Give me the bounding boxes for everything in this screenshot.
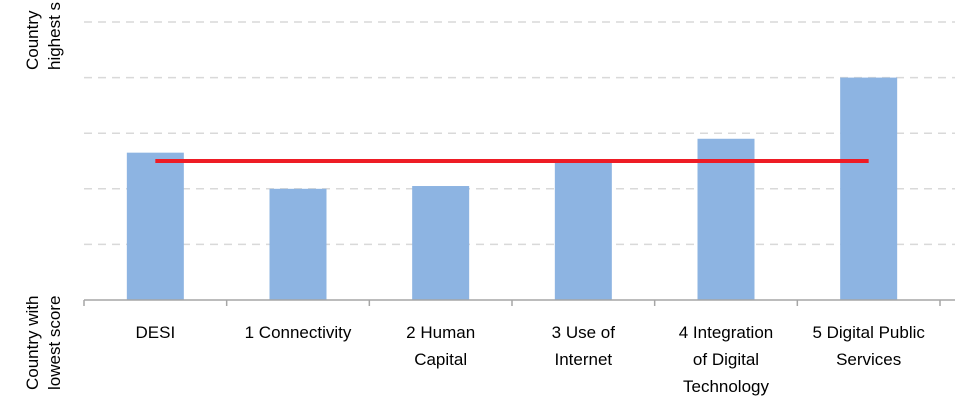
x-tick-label-line: DESI — [135, 323, 175, 342]
bar — [126, 152, 184, 300]
x-tick-label: 5 Digital Public Services — [812, 323, 925, 369]
y-label-line: Country — [23, 10, 42, 70]
x-tick-label-line: 1 Connectivity — [245, 323, 352, 342]
y-label-line: Country with — [23, 296, 42, 390]
x-tick-label-line: of Digital — [693, 350, 759, 369]
x-tick-label-line: 4 Integration — [679, 323, 774, 342]
bar — [412, 186, 470, 300]
y-label-low: Country with lowest score — [23, 291, 64, 390]
x-tick-label: 2 Human Capital — [406, 323, 475, 369]
y-label-line: lowest score — [45, 296, 64, 390]
x-tick-label-line: 2 Human — [406, 323, 475, 342]
x-tick-label: 1 Connectivity — [245, 323, 352, 342]
x-tick-label-line: Internet — [555, 350, 613, 369]
x-tick-label-line: Technology — [683, 377, 770, 396]
bar — [840, 77, 898, 300]
y-label-high: Country highest s — [23, 2, 64, 70]
bar — [554, 161, 612, 300]
x-tick-label: 4 Integration of Digital Technology — [679, 323, 774, 396]
x-tick-label-line: Capital — [414, 350, 467, 369]
x-tick-label-line: Services — [836, 350, 901, 369]
bar — [269, 188, 327, 300]
x-tick-label-line: 5 Digital Public — [812, 323, 925, 342]
bar — [697, 138, 755, 300]
x-tick-label: DESI — [135, 323, 175, 342]
y-label-line: highest s — [45, 2, 64, 70]
x-tick-label-line: 3 Use of — [552, 323, 616, 342]
x-tick-label: 3 Use of Internet — [552, 323, 616, 369]
